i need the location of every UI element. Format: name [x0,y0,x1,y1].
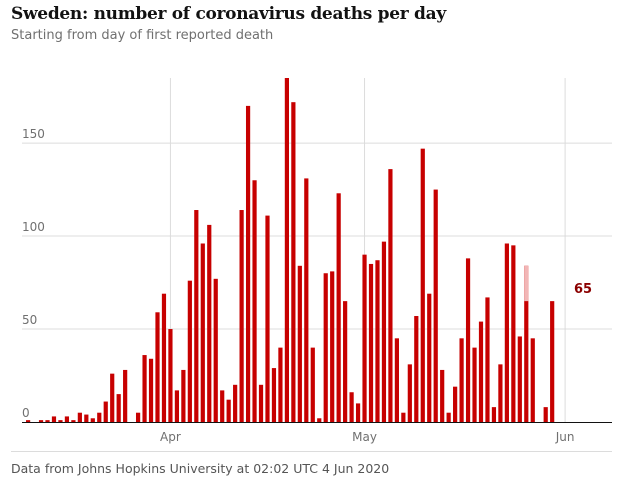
bar [64,416,70,422]
bar [524,265,529,422]
bar [465,258,471,422]
bar [200,243,205,422]
chart-subtitle: Starting from day of first reported deat… [11,28,274,43]
chart-title: Sweden: number of coronavirus deaths per… [11,4,446,24]
bar [58,420,63,422]
bar [440,369,445,422]
bar [401,412,406,422]
bar [459,338,464,422]
bar [530,338,535,422]
bar [142,355,147,422]
bar [194,210,199,422]
y-tick-label: 0 [22,406,30,420]
bar [291,102,296,422]
bar [90,418,95,422]
latest-value-label: 65 [574,282,592,297]
bar [174,390,180,422]
bar [433,189,438,422]
bar [343,301,348,422]
source-note: Data from Johns Hopkins University at 02… [11,461,390,476]
bar [71,420,76,422]
bar [103,401,108,422]
bar [110,373,115,422]
bar [161,293,167,422]
bar-chart: 0 50 100 150 Apr May Jun 65 [22,78,612,444]
bar [485,297,490,422]
bar [233,384,238,422]
bar [491,407,497,422]
bar [148,358,154,422]
bar [368,263,374,422]
x-tick-label: Jun [555,430,575,444]
bar [550,301,555,422]
bar [245,105,251,422]
bar [504,243,509,422]
bar [116,394,121,422]
bar [330,271,335,422]
bar [394,338,399,422]
bar [304,178,309,422]
bar [407,364,412,422]
bar [187,280,192,422]
bar [278,347,283,422]
bar [271,368,277,422]
bar [155,312,160,422]
bar [446,412,451,422]
bar [388,169,393,422]
bar [453,386,458,422]
bar [213,278,218,422]
bar [26,420,31,422]
bar [258,384,264,422]
bar [181,369,186,422]
bar [135,412,141,422]
bar [123,369,128,422]
bar [517,336,522,422]
bar [362,254,367,422]
bar [420,148,425,422]
bar [511,245,516,422]
bar [427,293,432,422]
bar [472,347,477,422]
bar [84,414,89,422]
bar [381,241,387,422]
bar [414,316,419,422]
bar [38,420,44,422]
y-tick-label: 150 [22,127,45,141]
bar [355,403,361,422]
bar [77,412,82,422]
y-tick-label: 50 [22,313,37,327]
bar [207,224,212,422]
bar [323,273,328,422]
bar [168,329,173,422]
bar [543,407,548,422]
bar [226,399,231,422]
bar [220,390,225,422]
y-tick-label: 100 [22,220,45,234]
bar [310,347,315,422]
bar [297,265,302,422]
bar [252,180,257,422]
bar [45,420,50,422]
footer-divider [11,451,612,452]
bar [51,416,57,422]
bar [97,412,102,422]
bar [284,78,289,422]
bar [349,392,354,422]
bar [265,215,270,422]
bar [375,260,380,422]
bar [317,418,322,422]
bar-highlight [524,265,529,302]
bar [239,210,244,422]
x-tick-label: May [352,430,377,444]
bar [498,364,503,422]
bar [478,321,484,422]
bar [336,193,341,422]
x-tick-label: Apr [160,430,181,444]
